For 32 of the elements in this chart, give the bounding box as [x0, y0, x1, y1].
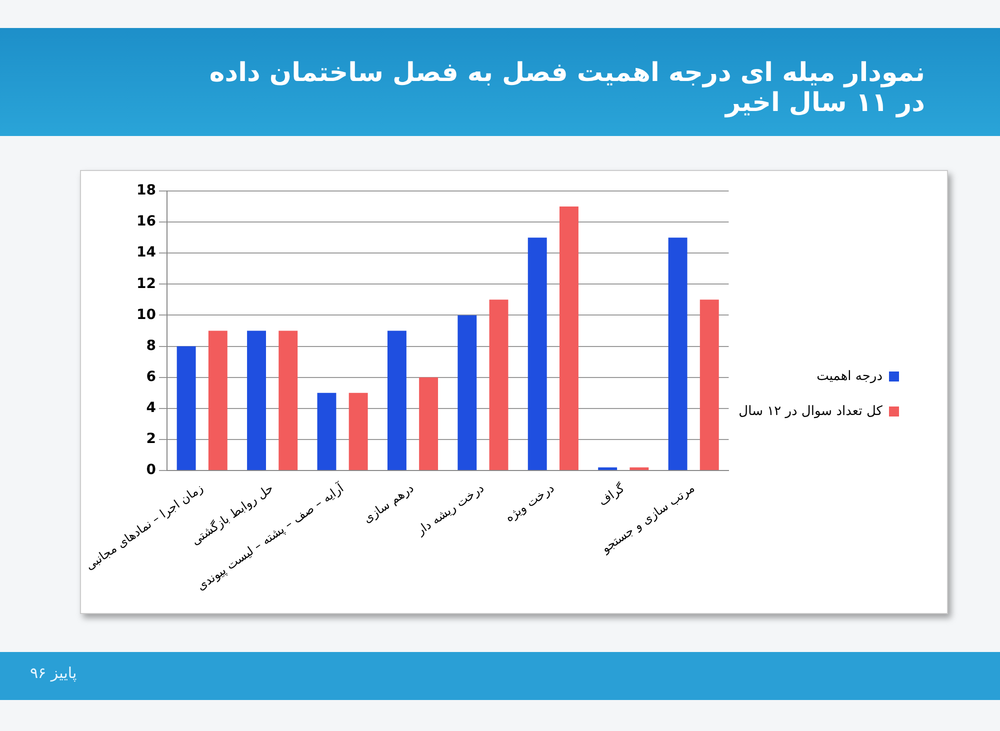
y-tick-label: 12: [136, 276, 156, 292]
bar: [348, 392, 368, 470]
y-tick-label: 16: [136, 214, 156, 230]
y-tick-label: 0: [146, 462, 156, 478]
y-tick-label: 14: [136, 244, 156, 261]
y-tick-label: 18: [136, 182, 156, 199]
bar: [630, 467, 649, 470]
bar: [458, 315, 477, 470]
legend-label: درجه اهمیت: [816, 368, 883, 384]
legend-label: کل تعداد سوال در ۱۲ سال: [738, 404, 884, 419]
chart-title: نمودار میله ای درجه اهمیت فصل به فصل ساختمان داده در ۱۱ سال اخیر: [208, 58, 925, 118]
y-tick-label: 4: [146, 400, 156, 416]
bar: [668, 238, 688, 470]
bar: [559, 206, 578, 470]
bar: [317, 392, 336, 470]
x-tick-label: درخت ویژه: [502, 480, 557, 525]
bar: [208, 330, 228, 470]
bar: [387, 330, 406, 470]
bar: [700, 300, 719, 470]
bar: [247, 330, 266, 470]
bar: [176, 346, 196, 470]
text: پاییز ۹۶: [30, 664, 77, 682]
y-tick-label: 2: [146, 431, 156, 448]
bar: [489, 300, 508, 470]
bar: [278, 330, 298, 470]
bar: [419, 377, 438, 470]
y-tick-label: 6: [146, 368, 156, 385]
bar: [598, 467, 618, 470]
y-tick-label: 8: [146, 338, 156, 354]
bar: [528, 238, 547, 470]
x-tick-label: گراف: [596, 480, 628, 509]
y-tick-label: 10: [136, 306, 156, 323]
